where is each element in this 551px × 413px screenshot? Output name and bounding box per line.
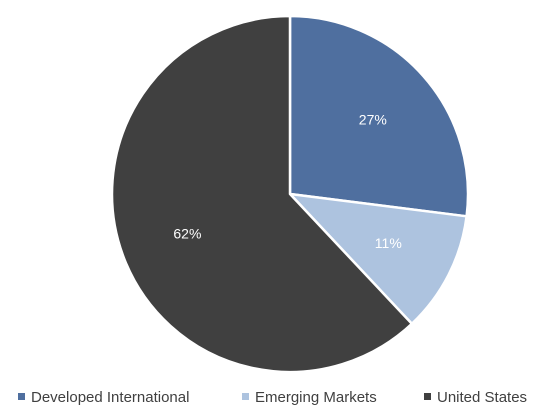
legend-label: United States <box>437 389 527 406</box>
data-label-united-states: 62% <box>173 225 201 241</box>
legend-item-emerging-markets: Emerging Markets <box>242 389 377 406</box>
legend-swatch <box>18 393 25 400</box>
data-label-developed-international: 27% <box>359 112 387 128</box>
pie-slice-emerging-markets <box>288 192 468 326</box>
pie-slices <box>110 14 470 374</box>
chart-legend: Developed International Emerging Markets U… <box>18 389 527 406</box>
data-label-emerging-markets: 11% <box>375 235 402 251</box>
pie-slice-developed-international <box>288 14 470 218</box>
legend-item-developed-international: Developed International <box>18 389 189 406</box>
legend-swatch <box>424 393 431 400</box>
legend-item-united-states: United States <box>424 389 527 406</box>
pie-data-labels: 27% 11% 62% <box>173 112 401 251</box>
legend-swatch <box>242 393 249 400</box>
legend-label: Developed International <box>31 389 189 406</box>
pie-slice-united-states <box>110 14 414 374</box>
legend-label: Emerging Markets <box>255 389 377 406</box>
